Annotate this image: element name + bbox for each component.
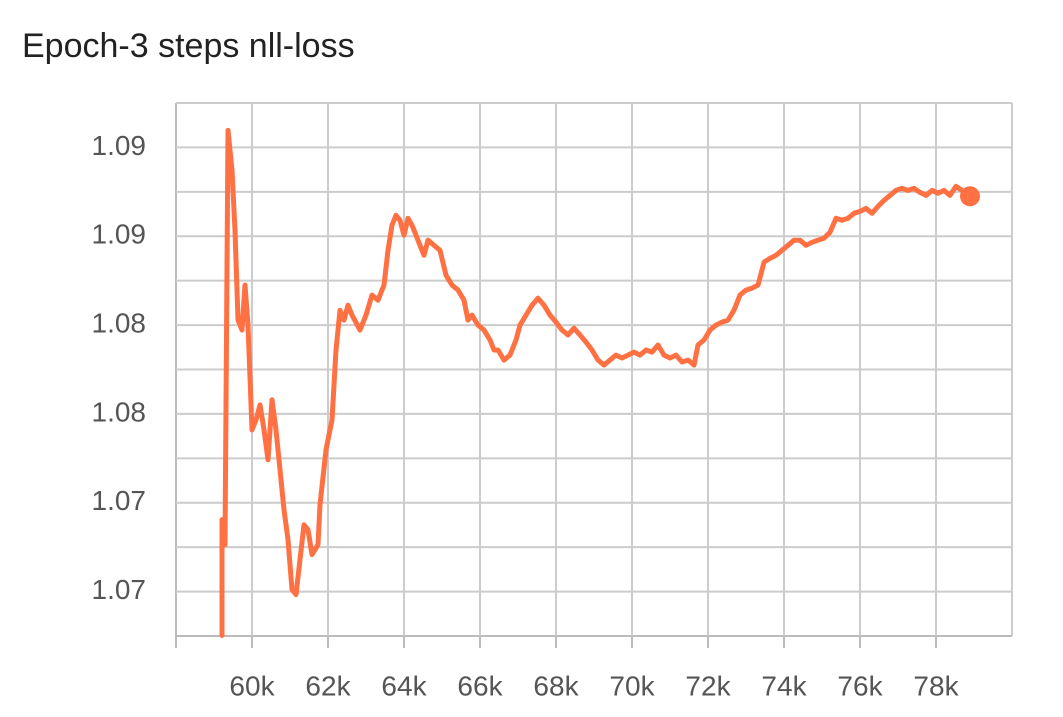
x-tick-label: 68k (533, 670, 579, 701)
x-tick-label: 74k (761, 670, 807, 701)
x-tick-label: 66k (457, 670, 503, 701)
x-tick-label: 72k (685, 670, 731, 701)
y-tick-label: 1.07 (92, 574, 147, 605)
line-series (219, 127, 973, 638)
x-tick-label: 78k (913, 670, 959, 701)
y-tick-label: 1.09 (92, 130, 147, 161)
x-tick-label: 70k (609, 670, 655, 701)
x-tick-label: 76k (837, 670, 883, 701)
last-point (960, 186, 981, 207)
x-tick-label: 64k (381, 670, 427, 701)
chart-title: Epoch-3 steps nll-loss (22, 27, 355, 65)
x-tick-label: 62k (305, 670, 351, 701)
y-tick-label: 1.09 (92, 219, 147, 250)
y-tick-label: 1.07 (92, 485, 147, 516)
y-tick-label: 1.08 (92, 307, 147, 338)
x-tick-label: 60k (229, 670, 275, 701)
y-tick-label: 1.08 (92, 396, 147, 427)
